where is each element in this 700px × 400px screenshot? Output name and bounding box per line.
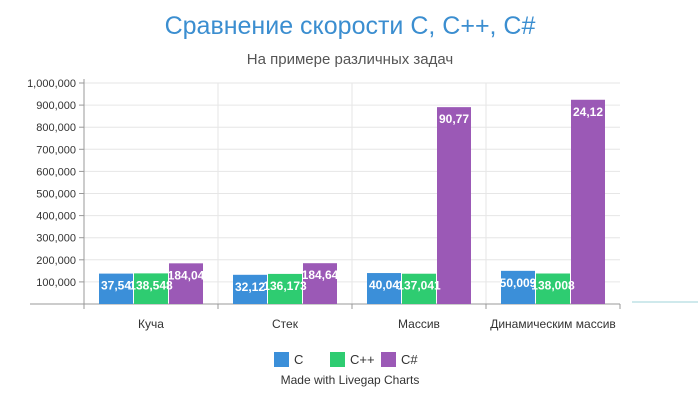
bar-cpp-0[interactable]	[134, 273, 168, 304]
bar-c-0[interactable]	[99, 273, 133, 304]
bars	[99, 99, 605, 304]
y-tick-label: 1,000,000	[27, 78, 76, 90]
bar-csharp-2[interactable]	[437, 107, 471, 304]
y-tick-label: 200,000	[36, 255, 76, 267]
x-category-label: Динамическим массив	[490, 317, 616, 331]
bar-csharp-0[interactable]	[169, 263, 203, 304]
data-label: 184,04	[168, 268, 205, 282]
legend-label: C#	[401, 352, 418, 367]
y-tick-label: 900,000	[36, 100, 76, 112]
data-label: 37,54	[101, 279, 131, 293]
legend-item-0[interactable]: C	[274, 352, 303, 367]
data-label: 90,77	[439, 112, 469, 126]
bar-csharp-3[interactable]	[571, 99, 605, 304]
legend-item-2[interactable]: C#	[381, 352, 418, 367]
y-tick-labels: 100,000 200,000 300,000 400,000 500,000 600,0…	[27, 78, 76, 289]
gridlines	[84, 82, 620, 304]
bar-c-3[interactable]	[501, 270, 535, 304]
bar-c-1[interactable]	[233, 274, 267, 304]
legend-item-1[interactable]: C++	[330, 352, 375, 367]
y-tick-label: 400,000	[36, 211, 76, 223]
bar-cpp-1[interactable]	[268, 273, 302, 304]
legend-swatch	[381, 352, 396, 367]
data-label: 40,04	[369, 278, 399, 292]
legend-label: C	[294, 352, 303, 367]
legend-swatch	[274, 352, 289, 367]
y-tick-label: 100,000	[36, 277, 76, 289]
data-label: 138,008	[531, 279, 575, 293]
data-label: 50,009	[500, 276, 537, 290]
x-category-label: Массив	[398, 317, 440, 331]
legend-swatch	[330, 352, 345, 367]
y-tick-label: 700,000	[36, 144, 76, 156]
data-label: 24,12	[573, 105, 603, 119]
data-label: 136,173	[263, 279, 307, 293]
bar-c-2[interactable]	[367, 273, 401, 304]
y-tick-label: 300,000	[36, 233, 76, 245]
x-category-labels: Куча Стек Массив Динамическим массив	[138, 317, 616, 331]
data-label: 138,548	[129, 278, 173, 292]
chart-subtitle: На примере различных задач	[247, 51, 453, 68]
legend-label: C++	[350, 352, 375, 367]
bar-cpp-2[interactable]	[402, 273, 436, 304]
chart-title: Сравнение скорости С, С++, С#	[165, 12, 536, 40]
y-tick-label: 800,000	[36, 122, 76, 134]
legend[interactable]: C C++ C#	[274, 352, 418, 367]
bar-csharp-1[interactable]	[303, 263, 337, 304]
y-tick-label: 500,000	[36, 189, 76, 201]
data-label: 32,12	[235, 280, 265, 294]
data-label: 137,041	[397, 279, 441, 293]
x-category-label: Куча	[138, 317, 164, 331]
y-tick-label: 600,000	[36, 166, 76, 178]
data-label: 184,64	[302, 268, 339, 282]
x-category-label: Стек	[272, 317, 299, 331]
bar-cpp-3[interactable]	[536, 273, 570, 304]
credit-text: Made with Livegap Charts	[281, 373, 420, 387]
